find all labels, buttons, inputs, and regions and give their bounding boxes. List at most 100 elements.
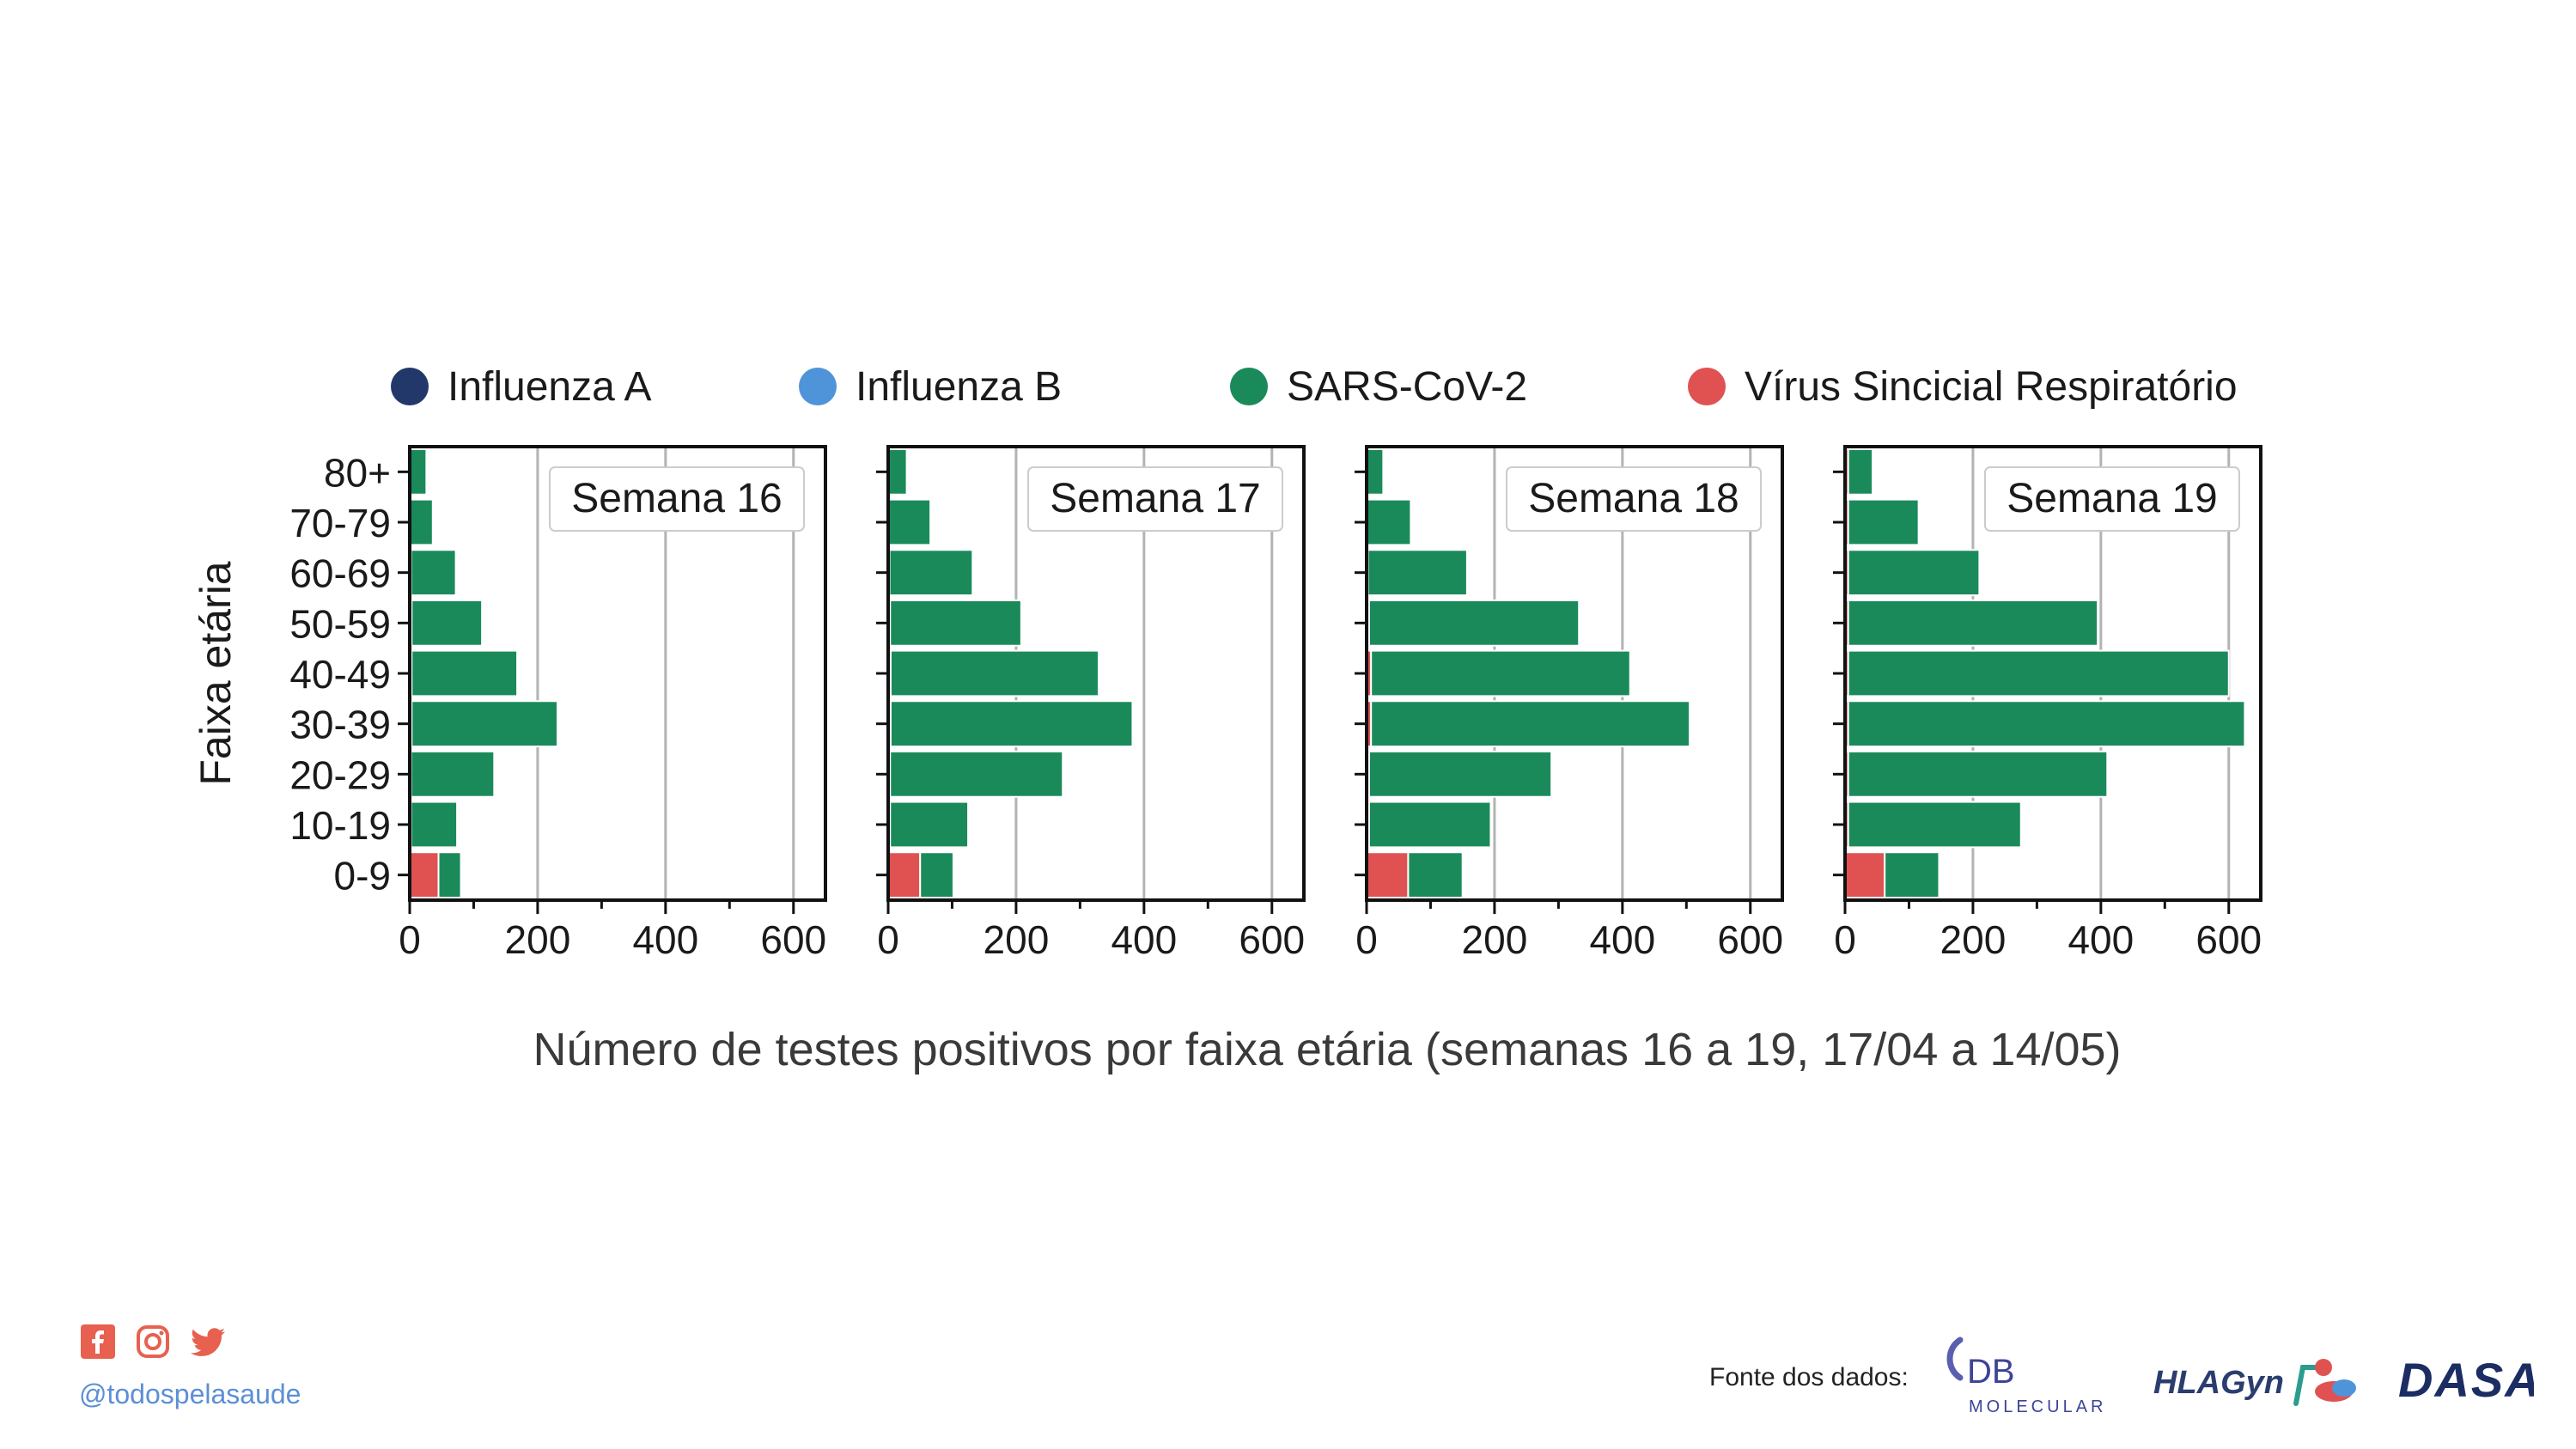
panel-title: Semana 18 — [1528, 476, 1739, 521]
y-tick-label: 50-59 — [289, 601, 391, 646]
bar — [888, 549, 974, 597]
db-molecular-logo: DB MOLECULAR — [1943, 1333, 2123, 1419]
bar — [1847, 498, 1920, 546]
x-tick-label: 400 — [2067, 917, 2134, 962]
panel-frame — [886, 445, 1306, 902]
panel-title-box — [1027, 466, 1283, 532]
bar — [409, 851, 440, 899]
x-tick-label: 600 — [760, 917, 826, 962]
bar — [410, 801, 459, 849]
bar — [1844, 851, 1886, 899]
panel-title: Semana 17 — [1050, 476, 1261, 521]
legend-marker — [391, 368, 429, 405]
facebook-icon[interactable] — [79, 1323, 117, 1361]
y-axis-label: Faixa etária — [192, 561, 240, 785]
bar — [889, 801, 970, 849]
bar — [1366, 851, 1410, 899]
x-tick-label: 400 — [1111, 917, 1177, 962]
source-label: Fonte dos dados: — [1709, 1363, 1909, 1391]
y-tick-label: 40-49 — [289, 652, 391, 697]
bar — [409, 498, 434, 546]
bar — [1847, 599, 2099, 647]
x-tick-label: 600 — [1239, 917, 1305, 962]
hlagyn-logo: HLAGyn — [2152, 1342, 2366, 1419]
x-tick-label: 600 — [2195, 917, 2262, 962]
legend-item: Influenza A — [391, 356, 652, 417]
bar — [1847, 549, 1981, 597]
panel-frame — [408, 445, 827, 902]
panel-title-box — [1506, 466, 1762, 532]
y-tick-label: 70-79 — [289, 501, 391, 545]
bar — [411, 599, 484, 647]
bar — [1847, 649, 2230, 697]
x-tick-label: 200 — [984, 917, 1050, 962]
legend-item: Influenza B — [799, 356, 1062, 417]
bar — [1370, 649, 1631, 697]
x-tick-label: 200 — [505, 917, 571, 962]
legend-label: Vírus Sincicial Respiratório — [1745, 363, 2238, 410]
x-tick-label: 0 — [1355, 917, 1378, 962]
bar — [1367, 549, 1468, 597]
twitter-icon[interactable] — [189, 1323, 227, 1361]
x-tick-label: 200 — [1462, 917, 1528, 962]
bar — [889, 599, 1022, 647]
db-logo-text: DB — [1967, 1353, 2015, 1391]
legend-marker — [1230, 368, 1268, 405]
bar — [887, 447, 908, 496]
y-tick-label: 30-39 — [289, 703, 391, 747]
bar — [887, 851, 922, 899]
x-tick-label: 0 — [399, 917, 421, 962]
legend-label: Influenza A — [448, 363, 652, 410]
bar — [1367, 801, 1492, 849]
bar — [1847, 801, 2022, 849]
bar — [889, 700, 1134, 748]
dasa-logo-text: DASA — [2398, 1353, 2534, 1407]
instagram-icon[interactable] — [134, 1323, 172, 1361]
bar — [410, 549, 457, 597]
bar — [411, 700, 559, 748]
panel-title: Semana 19 — [2007, 476, 2218, 521]
y-tick-label: 60-69 — [289, 551, 391, 596]
bar — [889, 750, 1064, 798]
bar — [1847, 750, 2109, 798]
chart-legend: Influenza A Influenza B SARS-CoV-2 Vírus Si… — [0, 356, 2576, 417]
bar — [437, 851, 462, 899]
y-tick-label: 0-9 — [334, 854, 391, 898]
panel-frame — [1365, 445, 1784, 902]
y-tick-label: 10-19 — [289, 803, 391, 848]
panel-frame — [1843, 445, 2262, 902]
bar — [889, 649, 1099, 697]
legend-item: Vírus Sincicial Respiratório — [1688, 356, 2238, 417]
y-tick-label: 80+ — [324, 450, 391, 495]
panel-title-box — [549, 466, 805, 532]
panel-title: Semana 16 — [571, 476, 783, 521]
bar — [1847, 700, 2246, 748]
bar — [1370, 700, 1691, 748]
bar — [1367, 750, 1553, 798]
panel-title-box — [1984, 466, 2240, 532]
bar — [1884, 851, 1940, 899]
social-handle[interactable]: @todospelasaude — [79, 1379, 301, 1409]
social-links — [79, 1323, 227, 1361]
legend-item: SARS-CoV-2 — [1230, 356, 1527, 417]
hlagyn-logo-text: HLAGyn — [2153, 1365, 2284, 1401]
bar — [1366, 498, 1412, 546]
bar — [411, 649, 519, 697]
legend-label: SARS-CoV-2 — [1287, 363, 1528, 410]
bar — [919, 851, 954, 899]
legend-label: Influenza B — [856, 363, 1063, 410]
bar — [410, 750, 496, 798]
bar — [409, 447, 428, 496]
x-tick-label: 0 — [1834, 917, 1856, 962]
x-tick-label: 0 — [877, 917, 899, 962]
bar — [1367, 599, 1580, 647]
x-tick-label: 600 — [1717, 917, 1783, 962]
bar — [1407, 851, 1464, 899]
bar — [887, 498, 932, 546]
y-tick-label: 20-29 — [289, 752, 391, 797]
bar — [1847, 447, 1874, 496]
x-axis-label: Número de testes positivos por faixa etá… — [533, 1024, 2121, 1075]
legend-marker — [799, 368, 837, 405]
x-tick-label: 200 — [1940, 917, 2007, 962]
